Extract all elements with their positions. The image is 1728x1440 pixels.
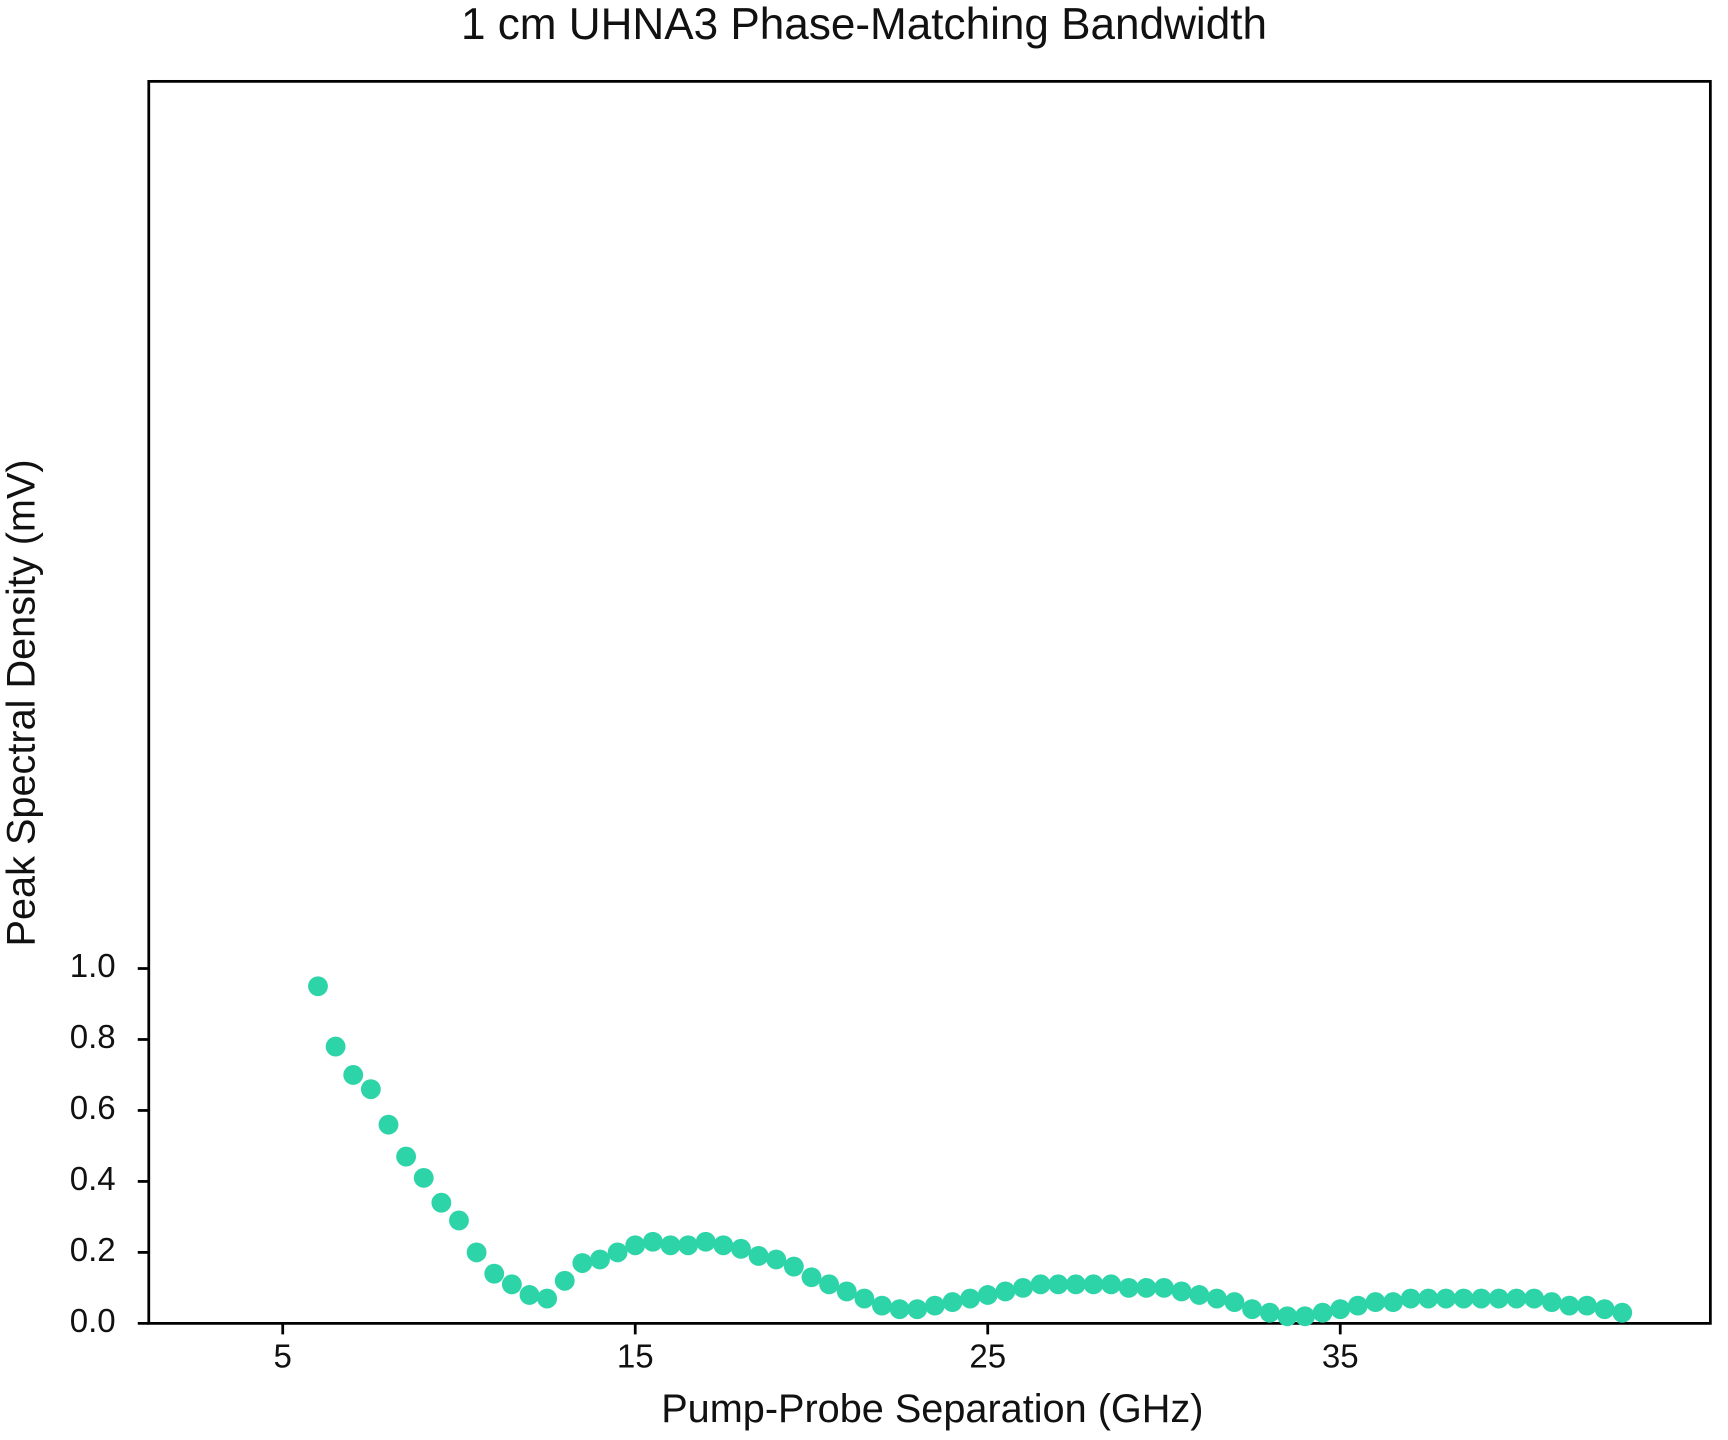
point bbox=[1136, 1277, 1157, 1298]
point bbox=[1083, 1274, 1104, 1295]
point bbox=[695, 1231, 716, 1252]
point bbox=[854, 1288, 875, 1309]
point bbox=[995, 1281, 1016, 1302]
point bbox=[554, 1270, 575, 1291]
point bbox=[872, 1295, 892, 1316]
point bbox=[501, 1274, 522, 1295]
point bbox=[1312, 1302, 1333, 1323]
point bbox=[1242, 1299, 1263, 1320]
point bbox=[907, 1299, 928, 1320]
point bbox=[1594, 1299, 1615, 1320]
point bbox=[1471, 1288, 1492, 1309]
point bbox=[519, 1285, 540, 1305]
point bbox=[713, 1235, 734, 1256]
y-tick-label: 0.4 bbox=[70, 1161, 116, 1198]
point bbox=[960, 1288, 981, 1309]
point bbox=[1577, 1295, 1597, 1316]
point bbox=[466, 1242, 487, 1263]
point bbox=[590, 1249, 610, 1270]
point bbox=[378, 1114, 399, 1135]
point bbox=[325, 1036, 346, 1057]
point bbox=[660, 1235, 681, 1256]
point bbox=[801, 1267, 822, 1288]
plot-frame bbox=[147, 79, 1712, 1325]
point bbox=[924, 1295, 945, 1316]
point bbox=[1030, 1274, 1051, 1295]
point bbox=[942, 1292, 963, 1312]
point bbox=[572, 1253, 593, 1273]
y-tick-label: 0.8 bbox=[70, 1019, 116, 1056]
point bbox=[360, 1079, 381, 1100]
point bbox=[1118, 1277, 1139, 1298]
point bbox=[1488, 1288, 1509, 1309]
x-axis-label: Pump-Probe Separation (GHz) bbox=[661, 1387, 1203, 1431]
point bbox=[1524, 1288, 1545, 1309]
point bbox=[783, 1256, 804, 1277]
point bbox=[396, 1146, 417, 1167]
point bbox=[537, 1288, 558, 1309]
point bbox=[678, 1235, 699, 1256]
point bbox=[836, 1281, 857, 1302]
point bbox=[766, 1249, 787, 1270]
point bbox=[1365, 1292, 1386, 1312]
point bbox=[413, 1167, 434, 1188]
point bbox=[819, 1274, 840, 1295]
x-tick-label: 35 bbox=[1322, 1338, 1359, 1375]
point bbox=[308, 976, 328, 997]
point bbox=[1277, 1306, 1298, 1327]
point bbox=[1541, 1292, 1562, 1312]
point bbox=[889, 1299, 910, 1320]
point bbox=[1171, 1281, 1192, 1302]
point bbox=[1101, 1274, 1122, 1295]
point bbox=[1065, 1274, 1086, 1295]
x-tick-label: 25 bbox=[969, 1338, 1006, 1375]
point bbox=[607, 1242, 628, 1263]
point bbox=[977, 1285, 998, 1305]
point bbox=[343, 1065, 364, 1085]
point bbox=[1347, 1295, 1368, 1316]
point bbox=[1206, 1288, 1227, 1309]
point bbox=[449, 1210, 469, 1231]
point bbox=[1259, 1302, 1280, 1323]
y-axis-label: Peak Spectral Density (mV) bbox=[0, 459, 44, 946]
point bbox=[1330, 1299, 1351, 1320]
point bbox=[1506, 1288, 1527, 1309]
point bbox=[1013, 1277, 1033, 1298]
point bbox=[625, 1235, 646, 1256]
point bbox=[1400, 1288, 1421, 1309]
point bbox=[1383, 1292, 1404, 1312]
point bbox=[1559, 1295, 1580, 1316]
y-tick-label: 0.6 bbox=[70, 1090, 116, 1127]
point bbox=[1224, 1292, 1245, 1312]
point bbox=[1048, 1274, 1069, 1295]
point bbox=[1453, 1288, 1474, 1309]
point bbox=[1189, 1285, 1210, 1305]
chart-title: 1 cm UHNA3 Phase-Matching Bandwidth bbox=[461, 0, 1267, 49]
point bbox=[484, 1263, 505, 1284]
point bbox=[1154, 1277, 1174, 1298]
y-tick-label: 0.2 bbox=[70, 1232, 116, 1269]
point bbox=[1418, 1288, 1439, 1309]
x-tick-label: 15 bbox=[617, 1338, 654, 1375]
y-tick-label: 0.0 bbox=[70, 1303, 116, 1340]
point bbox=[431, 1192, 452, 1213]
point bbox=[1612, 1302, 1633, 1323]
y-tick-label: 1.0 bbox=[70, 948, 116, 985]
point bbox=[1295, 1306, 1315, 1327]
point bbox=[748, 1246, 769, 1266]
point bbox=[731, 1238, 751, 1259]
x-tick-label: 5 bbox=[274, 1338, 292, 1375]
point bbox=[642, 1231, 663, 1252]
point bbox=[1436, 1288, 1456, 1309]
